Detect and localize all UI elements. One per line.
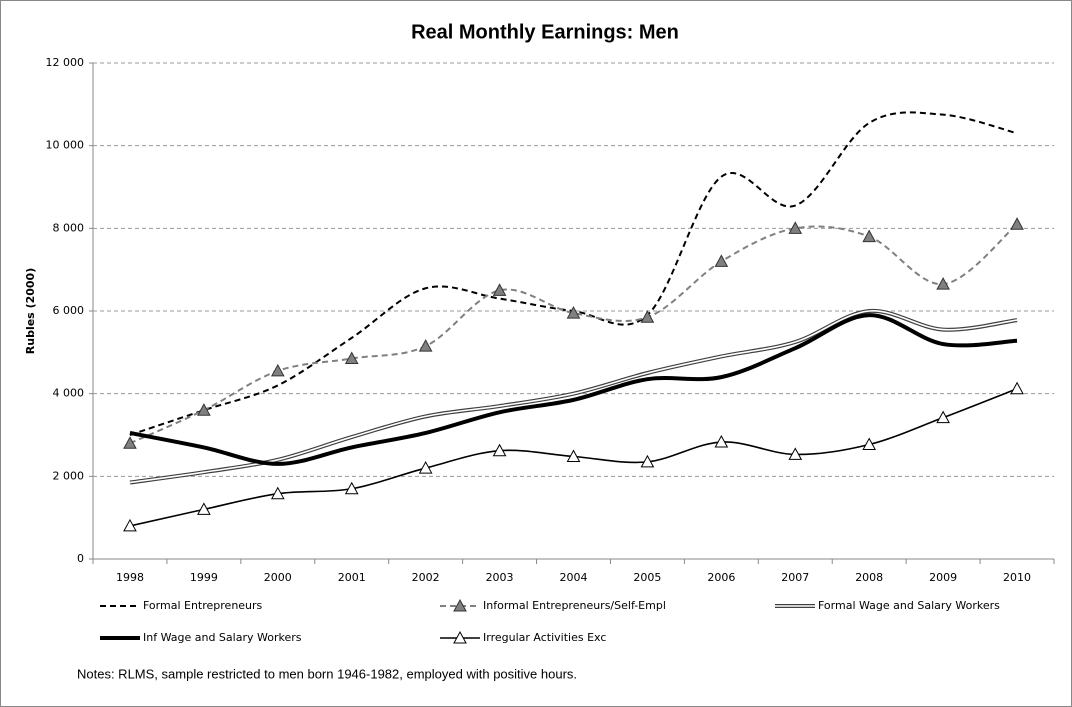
x-tick-label: 2009 [929,571,957,584]
marker [344,481,359,495]
marker [197,502,211,515]
y-tick-label: 12 000 [46,56,85,69]
marker [418,339,433,352]
marker [936,277,950,290]
marker [270,486,285,500]
x-tick-label: 2000 [264,571,292,584]
x-tick-label: 2004 [560,571,588,584]
marker [566,449,581,462]
x-tick-label: 2005 [633,571,661,584]
y-tick-label: 0 [77,552,84,565]
legend-marker [453,598,467,612]
marker [270,363,285,377]
y-tick-label: 2 000 [53,469,85,482]
marker [123,436,137,449]
marker [344,351,359,365]
y-tick-label: 10 000 [46,139,85,152]
y-tick-label: 4 000 [53,387,85,400]
marker [640,310,655,323]
marker [788,221,803,234]
line-series [129,313,1018,466]
legend-label: Inf Wage and Salary Workers [143,631,302,644]
x-tick-label: 2006 [707,571,735,584]
x-tick-label: 2001 [338,571,366,584]
marker [788,447,803,460]
x-tick-label: 1999 [190,571,218,584]
marker [1010,381,1024,395]
marker [640,454,655,468]
legend-marker [453,630,467,644]
marker [197,403,211,416]
x-tick-label: 2002 [412,571,440,584]
marker [862,229,877,243]
marker [492,443,507,457]
x-tick-label: 2003 [486,571,514,584]
y-tick-label: 8 000 [53,221,85,234]
note: Notes: RLMS, sample restricted to men bo… [77,666,577,681]
y-tick-label: 6 000 [53,304,85,317]
marker [862,437,877,451]
legend-label: Irregular Activities Exc [483,631,606,644]
marker [418,461,433,474]
legend-label: Formal Entrepreneurs [143,599,263,612]
marker [123,518,137,532]
marker [1010,217,1024,230]
x-tick-label: 2007 [781,571,809,584]
y-axis-label: Rubles (2000) [24,268,37,354]
x-tick-label: 2010 [1003,571,1031,584]
x-tick-label: 1998 [116,571,144,584]
marker [714,434,729,448]
legend-label: Informal Entrepreneurs/Self-Empl [483,599,666,612]
chart-title: Real Monthly Earnings: Men [411,21,679,43]
legend-label: Formal Wage and Salary Workers [818,599,1000,612]
marker [936,410,950,424]
marker [492,283,507,296]
marker [714,254,729,267]
line-series-inner [129,310,1018,484]
marker [566,306,581,319]
x-tick-label: 2008 [855,571,883,584]
